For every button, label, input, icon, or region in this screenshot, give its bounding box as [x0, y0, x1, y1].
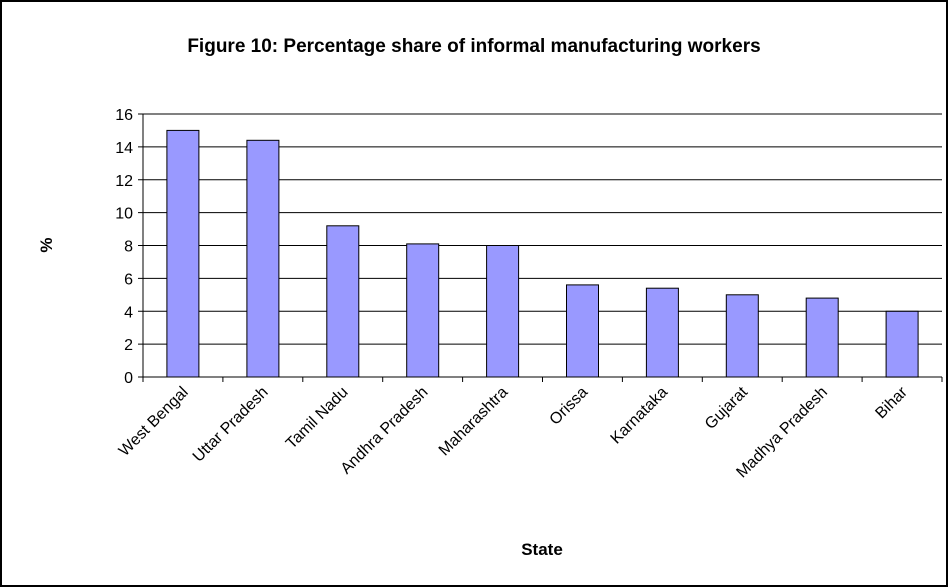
x-tick-label: West Bengal [116, 384, 192, 460]
y-tick-labels: 0 2 4 6 8 10 12 14 16 [115, 107, 133, 387]
y-tick-label: 16 [115, 107, 133, 124]
x-tick-label: Gujarat [702, 383, 752, 433]
axes [138, 113, 943, 382]
y-tick-label: 0 [124, 370, 133, 387]
x-tick-label: Maharashtra [436, 384, 512, 460]
bar-orissa [566, 284, 599, 378]
y-tick-label: 4 [124, 304, 133, 321]
x-axis-title: State [521, 540, 563, 559]
bar-uttar-pradesh [246, 139, 280, 378]
x-tick-label: Karnataka [608, 384, 672, 448]
bar-bihar [885, 310, 919, 378]
y-tick-label: 2 [124, 337, 133, 354]
chart-title: Figure 10: Percentage share of informal … [187, 36, 760, 57]
bars [166, 129, 919, 378]
x-tick-label: Tamil Nadu [283, 384, 352, 453]
bar-west-bengal [166, 129, 200, 378]
x-tick-label: Orissa [547, 384, 592, 429]
bar-karnataka [645, 287, 679, 378]
bar-tamil-nadu [326, 225, 360, 378]
y-tick-label: 8 [124, 239, 133, 256]
y-axis-title: % [37, 237, 56, 252]
bar-madhya-pradesh [805, 297, 839, 378]
y-tick-label: 14 [115, 140, 133, 157]
bar-andhra-pradesh [406, 243, 440, 378]
x-tick-label: Bihar [872, 383, 911, 422]
x-tick-label: Uttar Pradesh [190, 384, 272, 466]
y-tick-label: 12 [115, 173, 133, 190]
y-tick-label: 6 [124, 271, 133, 288]
bar-gujarat [725, 294, 759, 378]
bar-maharashtra [486, 245, 520, 378]
x-tick-label: Andhra Pradesh [338, 384, 432, 478]
y-tick-label: 10 [115, 206, 133, 223]
